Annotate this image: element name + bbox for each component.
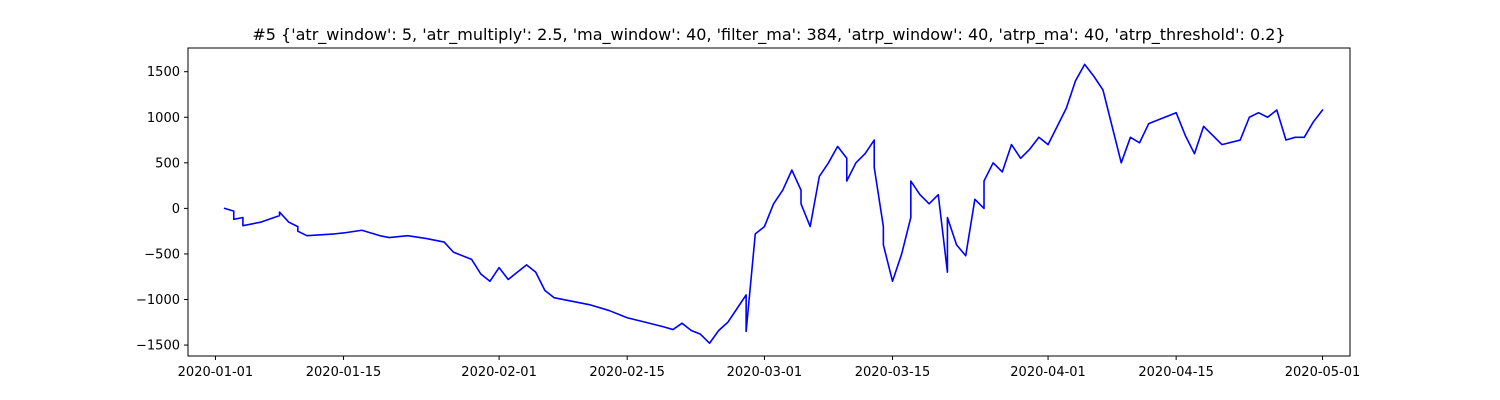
- x-tick-label: 2020-04-15: [1138, 365, 1214, 380]
- x-tick-label: 2020-02-01: [461, 365, 537, 380]
- x-tick-label: 2020-05-01: [1285, 365, 1361, 380]
- y-tick-label: −1000: [136, 293, 180, 308]
- x-tick-label: 2020-01-15: [306, 365, 382, 380]
- y-tick-label: −500: [144, 247, 180, 262]
- y-tick-label: 0: [172, 202, 180, 217]
- series-layer: [223, 63, 1324, 345]
- y-tick-label: 1500: [147, 65, 180, 80]
- plot-frame: [187, 47, 1351, 357]
- x-tick-label: 2020-02-15: [589, 365, 665, 380]
- series-line-0: [223, 63, 1324, 345]
- x-tick-label: 2020-03-15: [855, 365, 931, 380]
- y-tick-label: 1000: [147, 111, 180, 126]
- chart-title: #5 {'atr_window': 5, 'atr_multiply': 2.5…: [252, 25, 1285, 45]
- x-tick-label: 2020-01-01: [178, 365, 254, 380]
- y-tick-label: 500: [155, 156, 180, 171]
- y-axis: −1500 −1000 −500 0 500 1000 1500: [136, 65, 188, 354]
- x-axis: 2020-01-01 2020-01-15 2020-02-01 2020-02-15…: [178, 356, 1361, 380]
- y-tick-label: −1500: [136, 339, 180, 354]
- x-tick-label: 2020-03-01: [727, 365, 803, 380]
- x-tick-label: 2020-04-01: [1010, 365, 1086, 380]
